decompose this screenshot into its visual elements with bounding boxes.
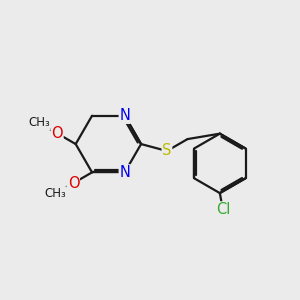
Text: O: O <box>68 176 79 190</box>
Text: N: N <box>119 108 130 123</box>
Text: CH₃: CH₃ <box>45 187 66 200</box>
Text: S: S <box>162 143 172 158</box>
Text: Cl: Cl <box>216 202 230 217</box>
Text: O: O <box>51 126 63 141</box>
Text: N: N <box>119 165 130 180</box>
Text: CH₃: CH₃ <box>28 116 50 130</box>
